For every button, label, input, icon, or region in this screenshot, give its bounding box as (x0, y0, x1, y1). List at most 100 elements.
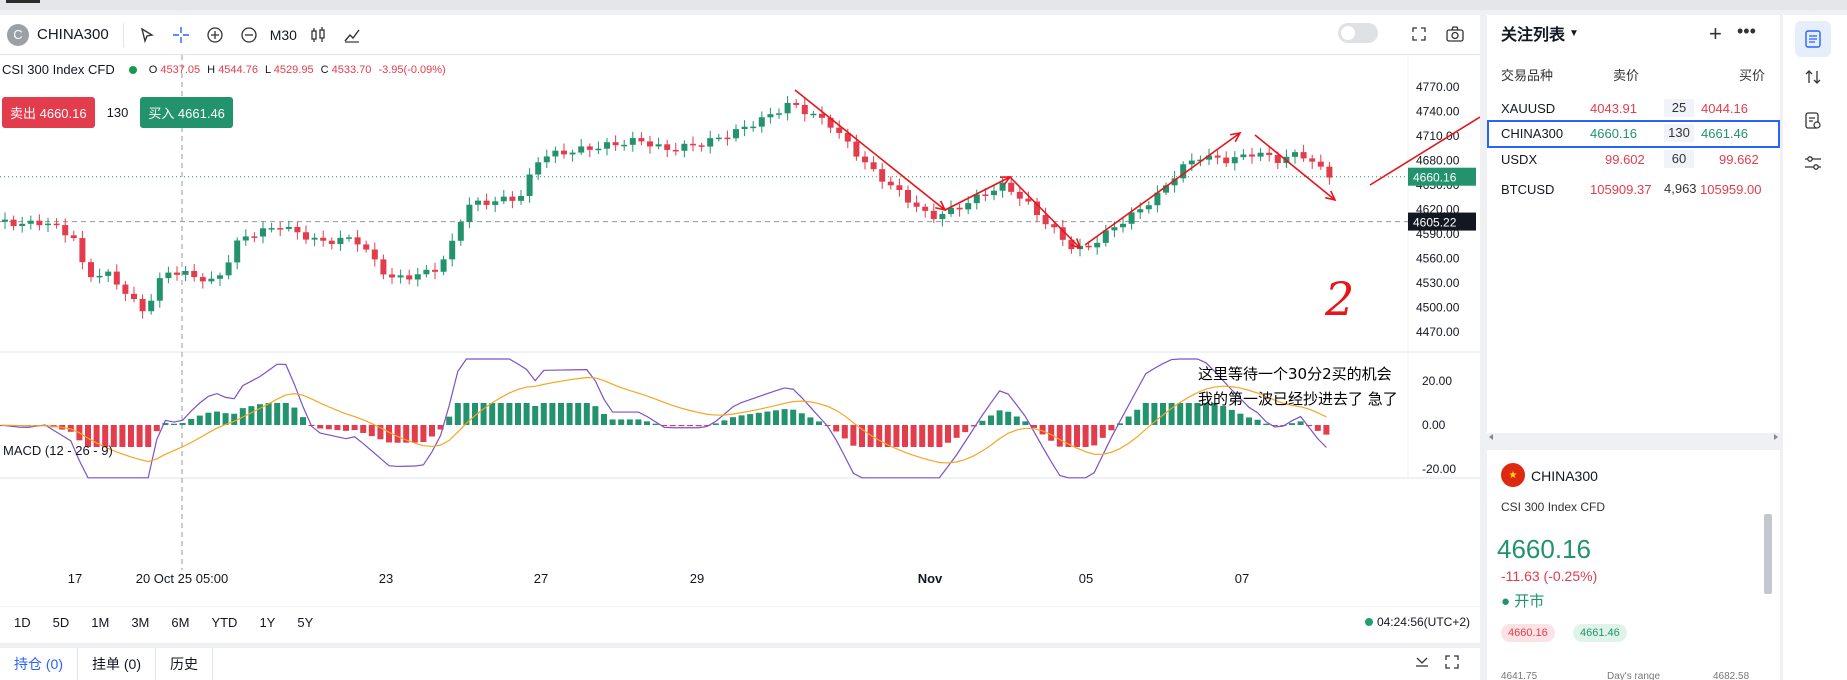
tab-pending-orders[interactable]: 挂单 (0) (78, 648, 156, 680)
candle-body (1008, 182, 1015, 192)
cursor-icon[interactable] (130, 19, 164, 51)
candle-body (45, 223, 51, 226)
macd-histogram-bar (1263, 423, 1270, 425)
candle-body (999, 182, 1006, 191)
chart-legend: CSI 300 Index CFD O 4537.05 H 4544.76 L … (2, 62, 450, 77)
price-axis-label: 4770.00 (1416, 80, 1460, 94)
candle-body (27, 220, 34, 224)
candle-body (328, 240, 335, 245)
macd-histogram-bar (919, 425, 926, 447)
candle-body (578, 146, 585, 153)
macd-histogram-bar (1160, 403, 1166, 425)
detail-ask-chip[interactable]: 4661.46 (1573, 624, 1627, 642)
more-options-icon[interactable]: ••• (1737, 21, 1756, 41)
detail-bid-chip[interactable]: 4660.16 (1501, 624, 1555, 642)
watchlist-row-china300[interactable]: CHINA300 4660.16 130 4661.46 (1487, 120, 1780, 148)
candle-body (543, 156, 550, 163)
settings-sliders-icon[interactable] (1795, 145, 1831, 181)
macd-histogram-bar (386, 425, 392, 443)
watchlist-row-xauusd[interactable]: XAUUSD 4043.91 25 4044.16 (1487, 95, 1780, 123)
macd-histogram-bar (601, 413, 607, 425)
macd-histogram-bar (1031, 425, 1037, 428)
row-bid: 4043.91 (1590, 101, 1637, 116)
range-button-ytd[interactable]: YTD (211, 614, 238, 630)
macd-label[interactable]: MACD (12 - 26 - 9) (3, 443, 113, 458)
tab-history[interactable]: 历史 (156, 648, 213, 680)
macd-histogram-bar (988, 415, 994, 425)
macd-histogram-bar (1142, 403, 1149, 425)
sell-button[interactable]: 卖出 4660.16 (2, 97, 95, 128)
range-button-1d[interactable]: 1D (14, 614, 31, 630)
tab-positions[interactable]: 持仓 (0) (0, 648, 78, 680)
range-button-1y[interactable]: 1Y (259, 614, 276, 630)
chart-canvas[interactable]: 4770.004740.004710.004680.004650.004620.… (0, 15, 1480, 607)
price-axis-label: 4470.00 (1416, 325, 1460, 339)
crosshair-icon[interactable] (164, 19, 198, 51)
macd-histogram-bar (996, 410, 1003, 425)
timeframe-selector[interactable]: M30 (269, 26, 297, 43)
macd-histogram-bar (1185, 403, 1192, 425)
day-high: 4682.58 (1713, 671, 1750, 680)
macd-histogram-bar (1108, 425, 1115, 431)
time-axis-label: Nov (918, 571, 943, 586)
macd-histogram-bar (807, 417, 814, 425)
range-button-1m[interactable]: 1M (91, 614, 110, 630)
macd-histogram-bar (119, 425, 126, 447)
watchlist-row-btcusd[interactable]: BTCUSD 105909.37 4,963 105959.00 (1487, 176, 1780, 204)
indicator-icon[interactable] (335, 19, 369, 51)
candle-body (715, 137, 722, 140)
macd-histogram-bar (558, 403, 564, 425)
chevron-down-icon[interactable]: ▼ (1569, 27, 1579, 39)
candle-body (939, 214, 946, 220)
macd-histogram-bar (171, 423, 177, 425)
macd-histogram-bar (635, 419, 642, 425)
trade-quantity[interactable]: 130 (106, 105, 129, 120)
range-button-6m[interactable]: 6M (171, 614, 190, 630)
row-bid: 4660.16 (1590, 126, 1637, 141)
macd-histogram-bar (730, 417, 736, 425)
macd-histogram-bar (712, 423, 719, 425)
range-button-3m[interactable]: 3M (131, 614, 150, 630)
expand-panel-icon[interactable] (1444, 654, 1460, 675)
chart-panel[interactable]: 4770.004740.004710.004680.004650.004620.… (0, 15, 1480, 643)
row-ask: 105959.00 (1700, 182, 1762, 197)
candle-body (406, 275, 413, 280)
macd-histogram-bar (1177, 403, 1184, 425)
zoom-in-icon[interactable] (198, 19, 232, 51)
price-axis-label: 4560.00 (1416, 252, 1460, 266)
symbol-detail-card: ★ CHINA300 CSI 300 Index CFD 4660.16 -11… (1487, 450, 1780, 680)
buy-button[interactable]: 买入 4661.46 (140, 97, 233, 128)
candle-body (552, 150, 559, 157)
fullscreen-icon[interactable] (1404, 19, 1434, 49)
add-symbol-icon[interactable]: + (1709, 21, 1722, 46)
candle-body (1111, 227, 1118, 231)
detail-scrollbar[interactable] (1763, 500, 1773, 680)
symbol-name[interactable]: CHINA300 (37, 26, 109, 43)
candle-body (148, 300, 155, 312)
zoom-out-icon[interactable] (232, 19, 266, 51)
annotation-arrow (794, 89, 946, 211)
collapse-panel-icon[interactable] (1414, 654, 1430, 675)
candle-body (853, 141, 860, 157)
macd-histogram-bar (1125, 416, 1132, 425)
watchlist-title[interactable]: 关注列表 (1501, 27, 1566, 44)
macd-histogram-bar (248, 406, 255, 425)
candle-body (88, 262, 94, 278)
watchlist-hscroll[interactable] (1487, 429, 1780, 440)
list-icon[interactable] (1795, 21, 1831, 57)
range-button-5d[interactable]: 5D (52, 614, 70, 630)
macd-histogram-bar (437, 425, 444, 430)
cursor-price-tag (1408, 212, 1476, 231)
order-icon[interactable] (1795, 103, 1831, 139)
watchlist-row-usdx[interactable]: USDX 99.602 60 99.662 (1487, 146, 1780, 174)
scroll-thumb[interactable] (1764, 514, 1772, 594)
chart-toggle[interactable] (1338, 23, 1378, 43)
candles-icon[interactable] (301, 19, 335, 51)
watchlist-header[interactable]: 关注列表 ▼ (1487, 15, 1780, 51)
candle-body (1137, 209, 1144, 213)
range-button-5y[interactable]: 5Y (297, 614, 314, 630)
camera-icon[interactable] (1440, 19, 1470, 49)
exchange-icon[interactable] (1795, 59, 1831, 95)
macd-histogram-bar (953, 425, 960, 438)
macd-histogram-bar (429, 425, 435, 437)
